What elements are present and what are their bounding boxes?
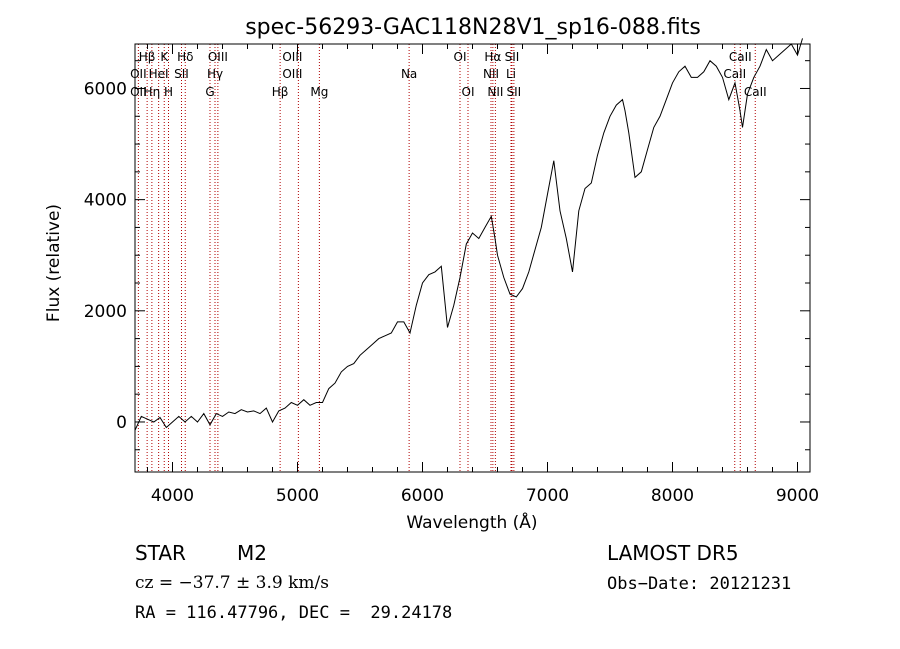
- line-marker-label: Hβ: [139, 50, 156, 64]
- class-label: STAR: [135, 541, 186, 565]
- x-tick-label: 8000: [651, 486, 694, 506]
- x-axis-label: Wavelength (Å): [406, 511, 537, 533]
- line-marker-label: Hγ: [207, 67, 223, 81]
- line-marker-label: Na: [401, 67, 417, 81]
- line-marker-label: OI: [462, 85, 475, 99]
- line-marker-label: SII: [505, 50, 520, 64]
- line-marker-label: Mg: [310, 85, 328, 99]
- x-tick-label: 5000: [276, 486, 319, 506]
- obs-date: Obs−Date: 20121231: [607, 574, 792, 594]
- x-tick-label: 9000: [776, 486, 819, 506]
- line-marker-label: SII: [507, 85, 522, 99]
- x-tick-label: 7000: [526, 486, 569, 506]
- line-marker-label: NII: [483, 67, 499, 81]
- line-marker-label: OIII: [282, 50, 302, 64]
- line-marker-label: Hα: [484, 50, 501, 64]
- survey-label: LAMOST DR5: [607, 541, 739, 565]
- y-tick-label: 0: [116, 413, 127, 433]
- y-axis: 0 2000 4000 6000: [84, 60, 810, 451]
- ra-dec: RA = 116.47796, DEC = 29.24178: [135, 603, 453, 623]
- line-marker-label: HeI: [149, 67, 169, 81]
- x-tick-label: 6000: [401, 486, 444, 506]
- x-axis: 4000 5000 6000 7000 8000 9000: [147, 44, 819, 506]
- line-marker-label: SII: [174, 67, 189, 81]
- line-marker-label: OI: [454, 50, 467, 64]
- line-marker-label: OIII: [208, 50, 228, 64]
- line-marker-label: CaII: [723, 67, 746, 81]
- spectrum-line: [134, 38, 803, 431]
- line-marker-label: G: [205, 85, 214, 99]
- line-marker-label: H: [164, 85, 173, 99]
- plot-frame: [134, 43, 811, 473]
- y-tick-label: 6000: [84, 79, 127, 99]
- redshift-cz: cz = −37.7 ± 3.9 km/s: [135, 573, 329, 593]
- subclass-label: M2: [237, 541, 267, 565]
- y-tick-label: 2000: [84, 302, 127, 322]
- line-marker-label: CaII: [729, 50, 752, 64]
- line-marker-label: K: [160, 50, 169, 64]
- y-axis-label: Flux (relative): [44, 204, 64, 322]
- chart-title: spec-56293-GAC118N28V1_sp16-088.fits: [245, 15, 701, 40]
- line-marker-label: OIII: [282, 67, 302, 81]
- line-marker-label: Hδ: [177, 50, 193, 64]
- series-group: [134, 38, 803, 431]
- line-marker-labels: Hβ K Hδ OIII OIII OI Hα SII CaII OII HeI SII Hγ OIII N…: [130, 50, 767, 99]
- y-tick-label: 4000: [84, 191, 127, 211]
- line-marker-label: Li: [506, 67, 516, 81]
- line-marker-label: Hβ: [272, 85, 289, 99]
- line-marker-label: NII: [487, 85, 503, 99]
- line-marker-label: Hη: [144, 85, 161, 99]
- line-marker-label: OII: [130, 67, 147, 81]
- line-markers: [137, 44, 756, 472]
- x-tick-label: 4000: [151, 486, 194, 506]
